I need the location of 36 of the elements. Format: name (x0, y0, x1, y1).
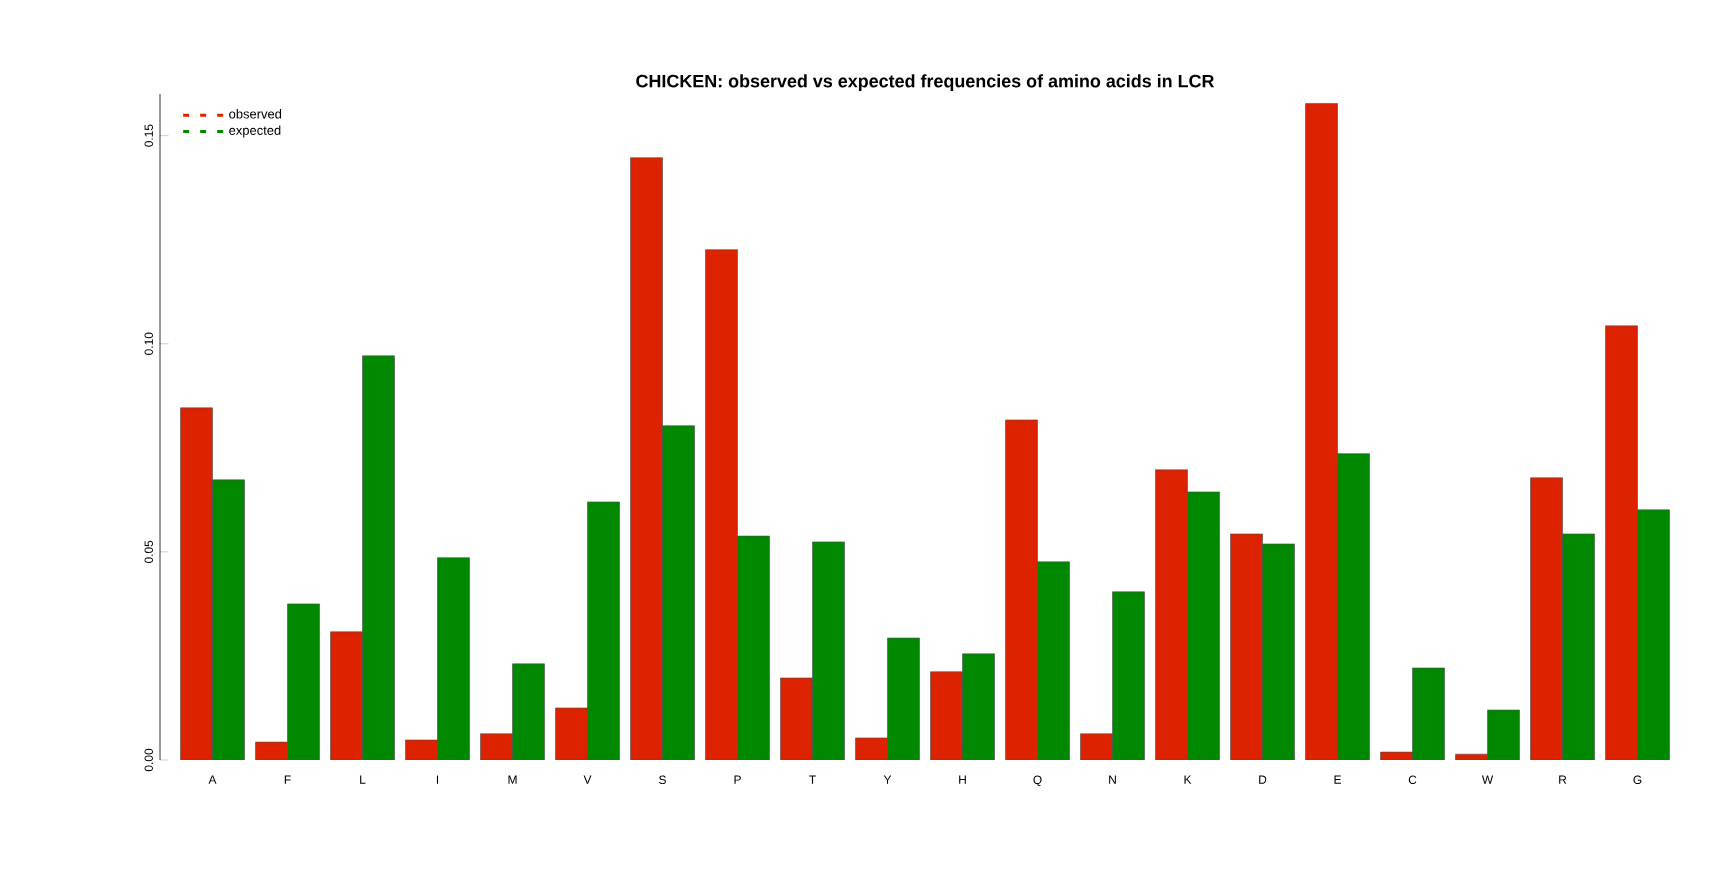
bar (587, 501, 620, 760)
bar (780, 677, 813, 760)
bar (1562, 533, 1595, 760)
bar (1230, 533, 1263, 760)
bar (1080, 733, 1113, 760)
bar (1037, 561, 1070, 760)
bar (630, 157, 663, 760)
bar (1262, 543, 1295, 760)
bar (480, 733, 513, 760)
bar (287, 603, 320, 760)
bar (1530, 477, 1563, 760)
bar (212, 479, 245, 760)
bar (1155, 469, 1188, 760)
bar (1637, 509, 1670, 760)
bar (1412, 667, 1445, 760)
bar (330, 631, 363, 760)
bar (962, 653, 995, 760)
bar (180, 407, 213, 760)
bar (1305, 103, 1338, 760)
bar (930, 671, 963, 760)
bar (555, 707, 588, 760)
bar (1112, 591, 1145, 760)
bar (362, 355, 395, 760)
bar (437, 557, 470, 760)
bar (1487, 709, 1520, 760)
bar (812, 541, 845, 760)
bar (887, 637, 920, 760)
chart-title: CHICKEN: observed vs expected frequencies of amino acids in LCR (636, 74, 1215, 91)
bar (705, 249, 738, 760)
bar (1605, 325, 1638, 760)
bar (662, 425, 695, 760)
bar (1187, 491, 1220, 760)
bar (512, 663, 545, 760)
bar (1337, 453, 1370, 760)
bar (737, 535, 770, 760)
bar (1005, 419, 1038, 760)
